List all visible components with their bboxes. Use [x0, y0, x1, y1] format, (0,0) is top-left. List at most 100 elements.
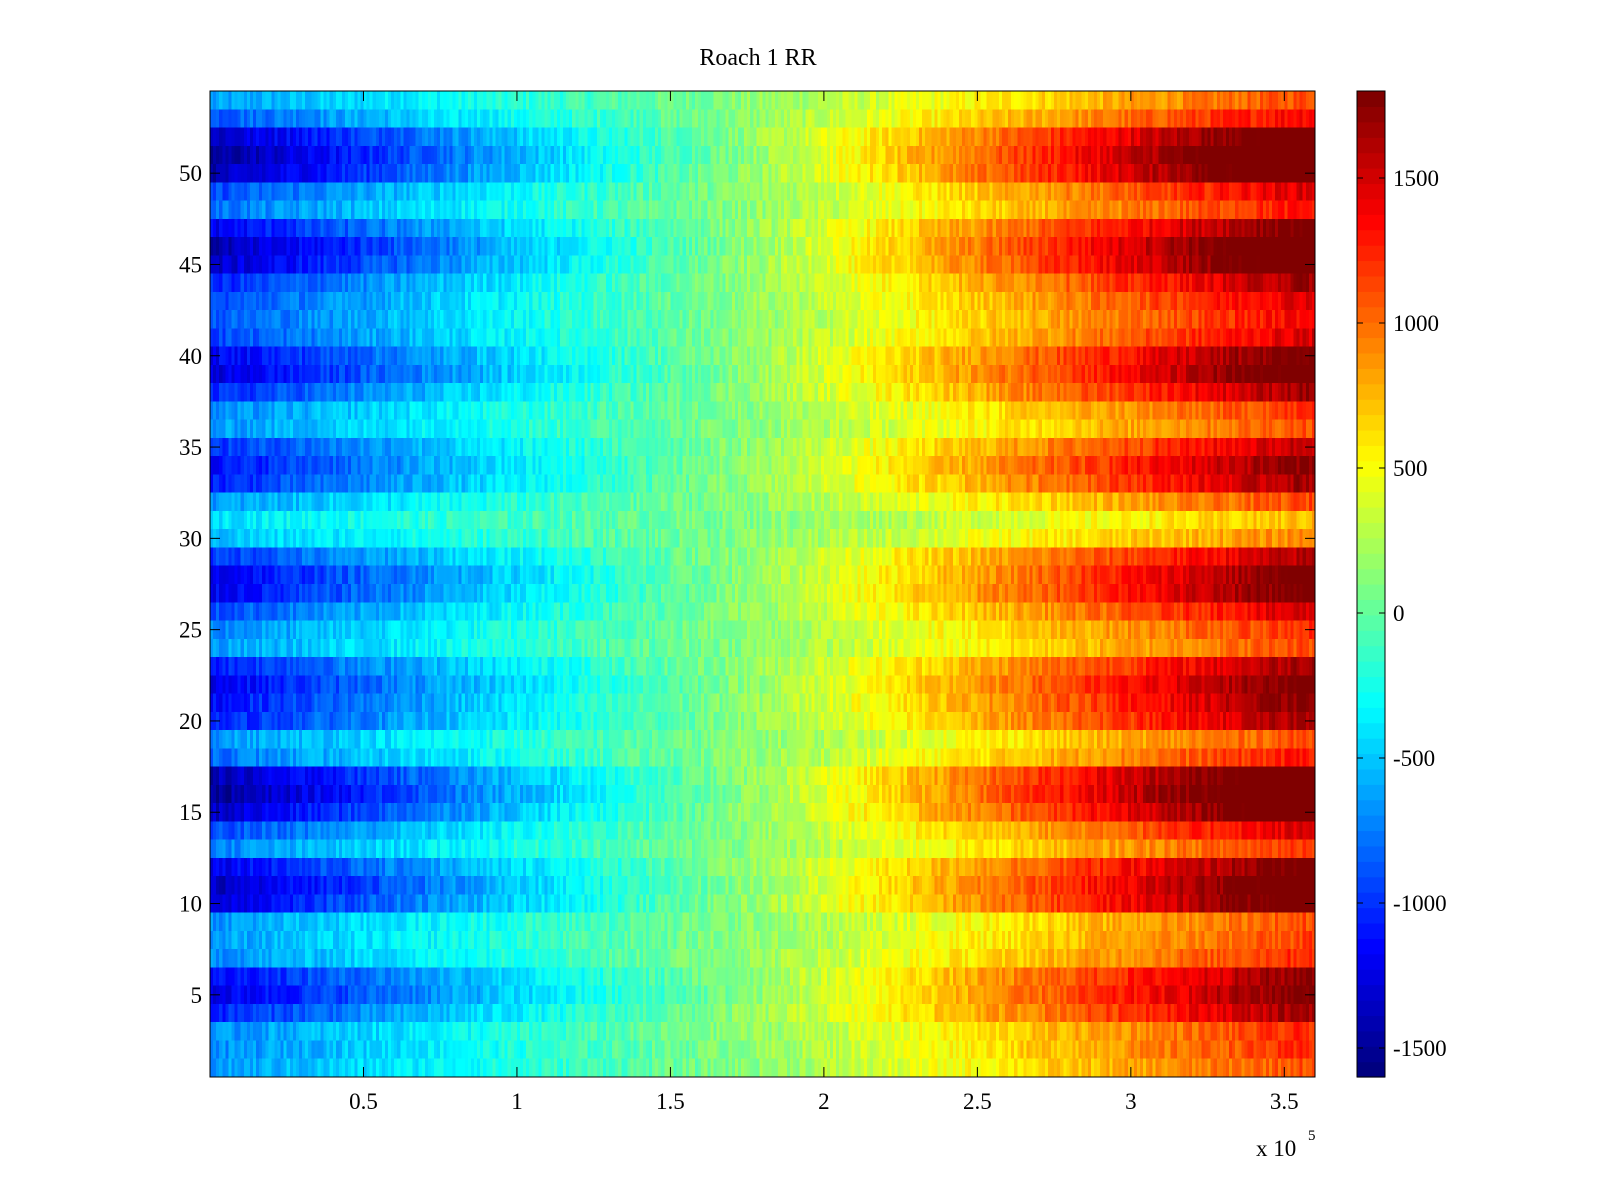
- x-multiplier-exponent: 5: [1308, 1128, 1316, 1144]
- colorbar-step: [1357, 1061, 1385, 1078]
- y-tick-label: 20: [179, 709, 202, 734]
- colorbar-step: [1357, 229, 1385, 246]
- colorbar-ticks: 1500 1000 500 0 -500 -1000 -1500: [1357, 166, 1447, 1061]
- colorbar-step: [1357, 91, 1385, 108]
- colorbar-step: [1357, 275, 1385, 292]
- colorbar-step: [1357, 815, 1385, 832]
- axes-frame: [209, 90, 1316, 1078]
- colorbar-step: [1357, 491, 1385, 508]
- colorbar-step: [1357, 661, 1385, 678]
- colorbar-step: [1357, 784, 1385, 801]
- colorbar-step: [1357, 168, 1385, 185]
- colorbar-step: [1357, 722, 1385, 739]
- colorbar-step: [1357, 368, 1385, 385]
- x-axis-ticks: 0.5 1 1.5 2 2.5 3 3.5: [349, 91, 1299, 1114]
- colorbar-step: [1357, 938, 1385, 955]
- y-tick-label: 15: [179, 800, 202, 825]
- colorbar-step: [1357, 260, 1385, 277]
- chart-title: Roach 1 RR: [699, 45, 816, 71]
- colorbar-step: [1357, 183, 1385, 200]
- colorbar-step: [1357, 707, 1385, 724]
- x-tick-label: 3.5: [1270, 1089, 1299, 1114]
- colorbar-step: [1357, 399, 1385, 416]
- colorbar-step: [1357, 768, 1385, 785]
- colorbar-step: [1357, 337, 1385, 354]
- y-axis-ticks: 5 10 15 20 25 30 35 40 45 50: [179, 161, 1315, 1008]
- colorbar-tick-label: 1000: [1393, 311, 1439, 336]
- colorbar-step: [1357, 861, 1385, 878]
- colorbar-tick-label: -500: [1393, 746, 1435, 771]
- colorbar-step: [1357, 691, 1385, 708]
- colorbar-step: [1357, 1046, 1385, 1063]
- y-tick-label: 50: [179, 161, 202, 186]
- colorbar-step: [1357, 137, 1385, 154]
- colorbar-step: [1357, 306, 1385, 323]
- colorbar-tick-label: -1000: [1393, 891, 1447, 916]
- colorbar-step: [1357, 614, 1385, 631]
- colorbar-step: [1357, 352, 1385, 369]
- colorbar-tick-label: -1500: [1393, 1036, 1447, 1061]
- x-tick-label: 1: [511, 1089, 523, 1114]
- colorbar-step: [1357, 291, 1385, 308]
- colorbar-step: [1357, 445, 1385, 462]
- x-tick-label: 0.5: [349, 1089, 378, 1114]
- x-multiplier: x 10 5: [1256, 1128, 1316, 1161]
- colorbar-step: [1357, 568, 1385, 585]
- colorbar-step: [1357, 476, 1385, 493]
- colorbar-step: [1357, 245, 1385, 262]
- colorbar-step: [1357, 198, 1385, 215]
- colorbar-frame: [1356, 90, 1386, 1078]
- colorbar-step: [1357, 830, 1385, 847]
- colorbar-step: [1357, 738, 1385, 755]
- colorbar-step: [1357, 214, 1385, 231]
- colorbar-step: [1357, 322, 1385, 339]
- colorbar-step: [1357, 907, 1385, 924]
- colorbar-step: [1357, 645, 1385, 662]
- heatmap-plot: [210, 91, 1315, 1077]
- colorbar-step: [1357, 537, 1385, 554]
- y-tick-label: 40: [179, 344, 202, 369]
- colorbar-step: [1357, 1015, 1385, 1032]
- colorbar-step: [1357, 414, 1385, 431]
- colorbar-step: [1357, 999, 1385, 1016]
- colorbar-step: [1357, 383, 1385, 400]
- colorbar-step: [1357, 892, 1385, 909]
- colorbar-step: [1357, 1030, 1385, 1047]
- x-multiplier-label: x 10: [1256, 1136, 1296, 1161]
- x-tick-label: 2: [818, 1089, 830, 1114]
- x-tick-label: 3: [1125, 1089, 1137, 1114]
- colorbar-step: [1357, 630, 1385, 647]
- colorbar-step: [1357, 799, 1385, 816]
- colorbar-tick-label: 500: [1393, 456, 1428, 481]
- colorbar-step: [1357, 429, 1385, 446]
- colorbar-step: [1357, 152, 1385, 169]
- y-tick-label: 25: [179, 618, 202, 643]
- y-tick-label: 30: [179, 526, 202, 551]
- colorbar-step: [1357, 953, 1385, 970]
- colorbar-tick-label: 0: [1393, 601, 1405, 626]
- colorbar-step: [1357, 876, 1385, 893]
- colorbar-step: [1357, 969, 1385, 986]
- colorbar-step: [1357, 106, 1385, 123]
- y-tick-label: 5: [191, 983, 203, 1008]
- colorbar-step: [1357, 584, 1385, 601]
- colorbar-step: [1357, 506, 1385, 523]
- colorbar-step: [1357, 460, 1385, 477]
- heatmap-image: [210, 91, 1315, 1077]
- y-tick-label: 10: [179, 892, 202, 917]
- colorbar: [1357, 91, 1385, 1078]
- colorbar-step: [1357, 599, 1385, 616]
- colorbar-step: [1357, 922, 1385, 939]
- colorbar-step: [1357, 553, 1385, 570]
- colorbar-step: [1357, 984, 1385, 1001]
- y-tick-label: 45: [179, 252, 202, 277]
- y-tick-label: 35: [179, 435, 202, 460]
- colorbar-step: [1357, 845, 1385, 862]
- colorbar-step: [1357, 676, 1385, 693]
- colorbar-step: [1357, 522, 1385, 539]
- x-tick-label: 1.5: [656, 1089, 685, 1114]
- colorbar-step: [1357, 121, 1385, 138]
- colorbar-tick-label: 1500: [1393, 166, 1439, 191]
- x-tick-label: 2.5: [963, 1089, 992, 1114]
